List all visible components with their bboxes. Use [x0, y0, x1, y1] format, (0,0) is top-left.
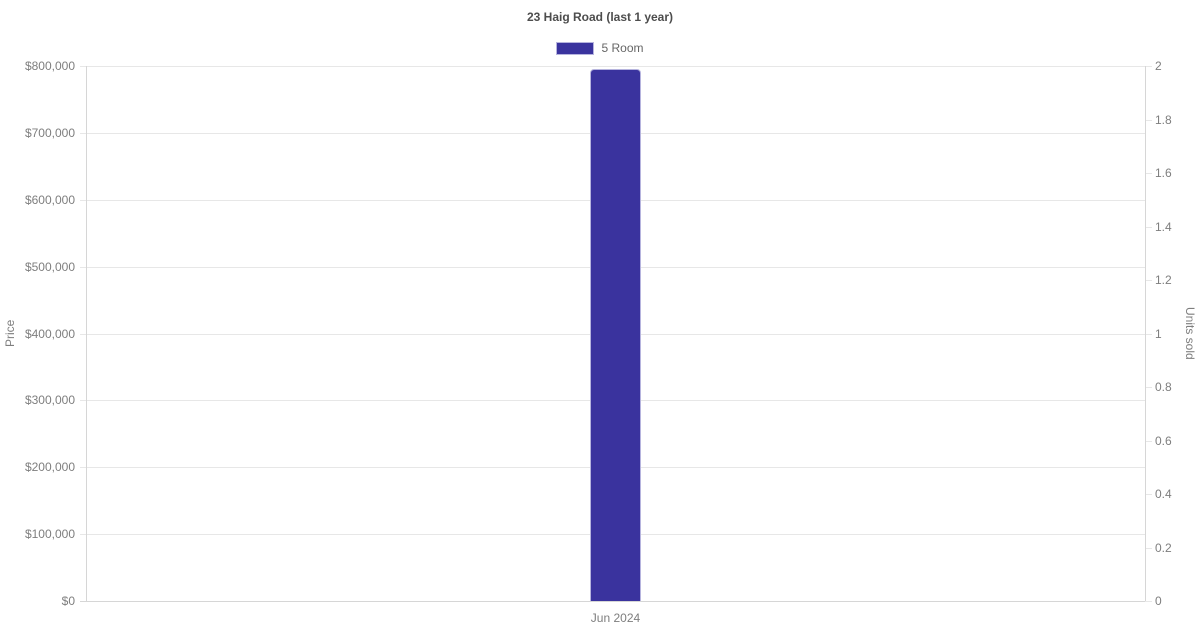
legend-label: 5 Room — [601, 41, 644, 55]
y-right-tick-mark — [1145, 173, 1152, 174]
gridline — [80, 66, 1145, 67]
gridline — [80, 601, 1145, 602]
y-right-tick-label: 1.4 — [1155, 220, 1172, 234]
y-right-tick-mark — [1145, 66, 1152, 67]
y-right-tick-label: 2 — [1155, 59, 1162, 73]
y-right-tick-label: 1.8 — [1155, 113, 1172, 127]
y-right-tick-mark — [1145, 601, 1152, 602]
y-right-tick-label: 1 — [1155, 327, 1162, 341]
y-left-tick-label: $100,000 — [24, 527, 75, 541]
legend-item-5-room[interactable]: 5 Room — [556, 41, 644, 55]
y-right-tick-mark — [1145, 334, 1152, 335]
y-left-tick-label: $0 — [61, 594, 75, 608]
y-right-tick-mark — [1145, 227, 1152, 228]
y-right-tick-label: 0.4 — [1155, 487, 1172, 501]
y-left-tick-label: $400,000 — [24, 327, 75, 341]
y-right-tick-mark — [1145, 280, 1152, 281]
x-axis-label-jun-2024: Jun 2024 — [590, 611, 641, 625]
y-right-tick-label: 0 — [1155, 594, 1162, 608]
y-left-tick-label: $500,000 — [24, 260, 75, 274]
y-right-tick-mark — [1145, 494, 1152, 495]
y-left-tick-label: $700,000 — [24, 126, 75, 140]
y-left-tick-label: $800,000 — [24, 59, 75, 73]
bar-jun-2024[interactable] — [590, 69, 641, 601]
y-left-tick-label: $200,000 — [24, 460, 75, 474]
y-axis-left-line — [86, 66, 87, 601]
y-right-tick-mark — [1145, 548, 1152, 549]
y-right-tick-label: 1.2 — [1155, 273, 1172, 287]
y-axis-title-units-sold: Units sold — [1183, 307, 1197, 360]
y-right-tick-label: 0.8 — [1155, 380, 1172, 394]
y-right-tick-label: 0.6 — [1155, 434, 1172, 448]
y-axis-right-line — [1145, 66, 1146, 601]
y-right-tick-label: 0.2 — [1155, 541, 1172, 555]
legend: 5 Room — [0, 42, 1200, 55]
y-left-tick-label: $300,000 — [24, 393, 75, 407]
legend-swatch-icon — [556, 42, 595, 55]
y-right-tick-mark — [1145, 387, 1152, 388]
chart-title: 23 Haig Road (last 1 year) — [526, 10, 674, 24]
y-right-tick-label: 1.6 — [1155, 166, 1172, 180]
y-right-tick-mark — [1145, 120, 1152, 121]
y-right-tick-mark — [1145, 441, 1152, 442]
y-left-tick-label: $600,000 — [24, 193, 75, 207]
